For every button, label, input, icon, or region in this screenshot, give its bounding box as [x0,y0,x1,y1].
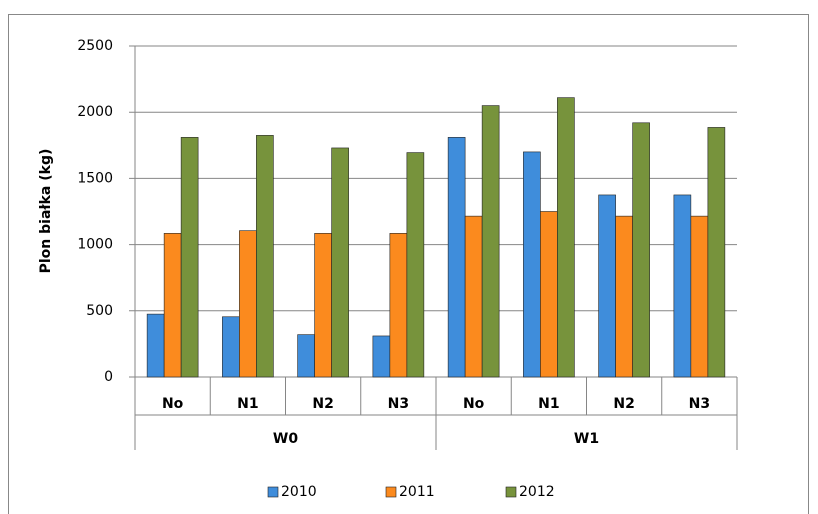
bar [256,135,274,378]
bar [372,335,391,378]
bar [146,313,165,378]
bar [615,215,633,378]
x-tick-label: N3 [689,396,710,412]
x-tick-label: N2 [312,396,333,412]
bar [331,147,349,378]
y-tick-label: 2000 [77,104,113,120]
bar [464,215,483,378]
bar [314,233,332,378]
y-tick-label: 500 [86,303,113,319]
bar [673,194,692,378]
y-tick-label: 1000 [77,237,113,253]
legend-swatch [505,486,517,498]
legend-swatch [267,486,279,498]
x-tick-label: N2 [613,396,634,412]
y-tick-label: 0 [104,369,113,385]
bar [557,97,575,378]
y-tick-label: 1500 [77,170,113,186]
bar [598,194,616,378]
bar [632,122,650,378]
bar [239,230,257,378]
bar [690,215,709,378]
x-tick-label: N1 [237,396,258,412]
x-tick-label: No [162,396,184,412]
x-tick-label: No [463,396,485,412]
bar [481,105,500,378]
bar [523,151,541,378]
group-label: W0 [273,431,298,447]
y-axis-title: Plon białka (kg) [38,149,54,274]
bar [297,334,315,378]
bar [707,127,726,378]
legend-label: 2010 [281,484,317,500]
y-tick-label: 2500 [77,38,113,54]
x-tick-label: N1 [538,396,559,412]
bar [447,137,466,378]
bar [163,233,182,378]
group-label: W1 [574,431,599,447]
chart-border [8,14,809,514]
legend-swatch [385,486,397,498]
legend-label: 2011 [399,484,435,500]
bar [222,316,240,378]
bar [406,152,425,378]
bar [180,137,199,378]
legend-label: 2012 [519,484,555,500]
x-tick-label: N3 [388,396,409,412]
bar [540,211,558,378]
bar [389,233,408,378]
